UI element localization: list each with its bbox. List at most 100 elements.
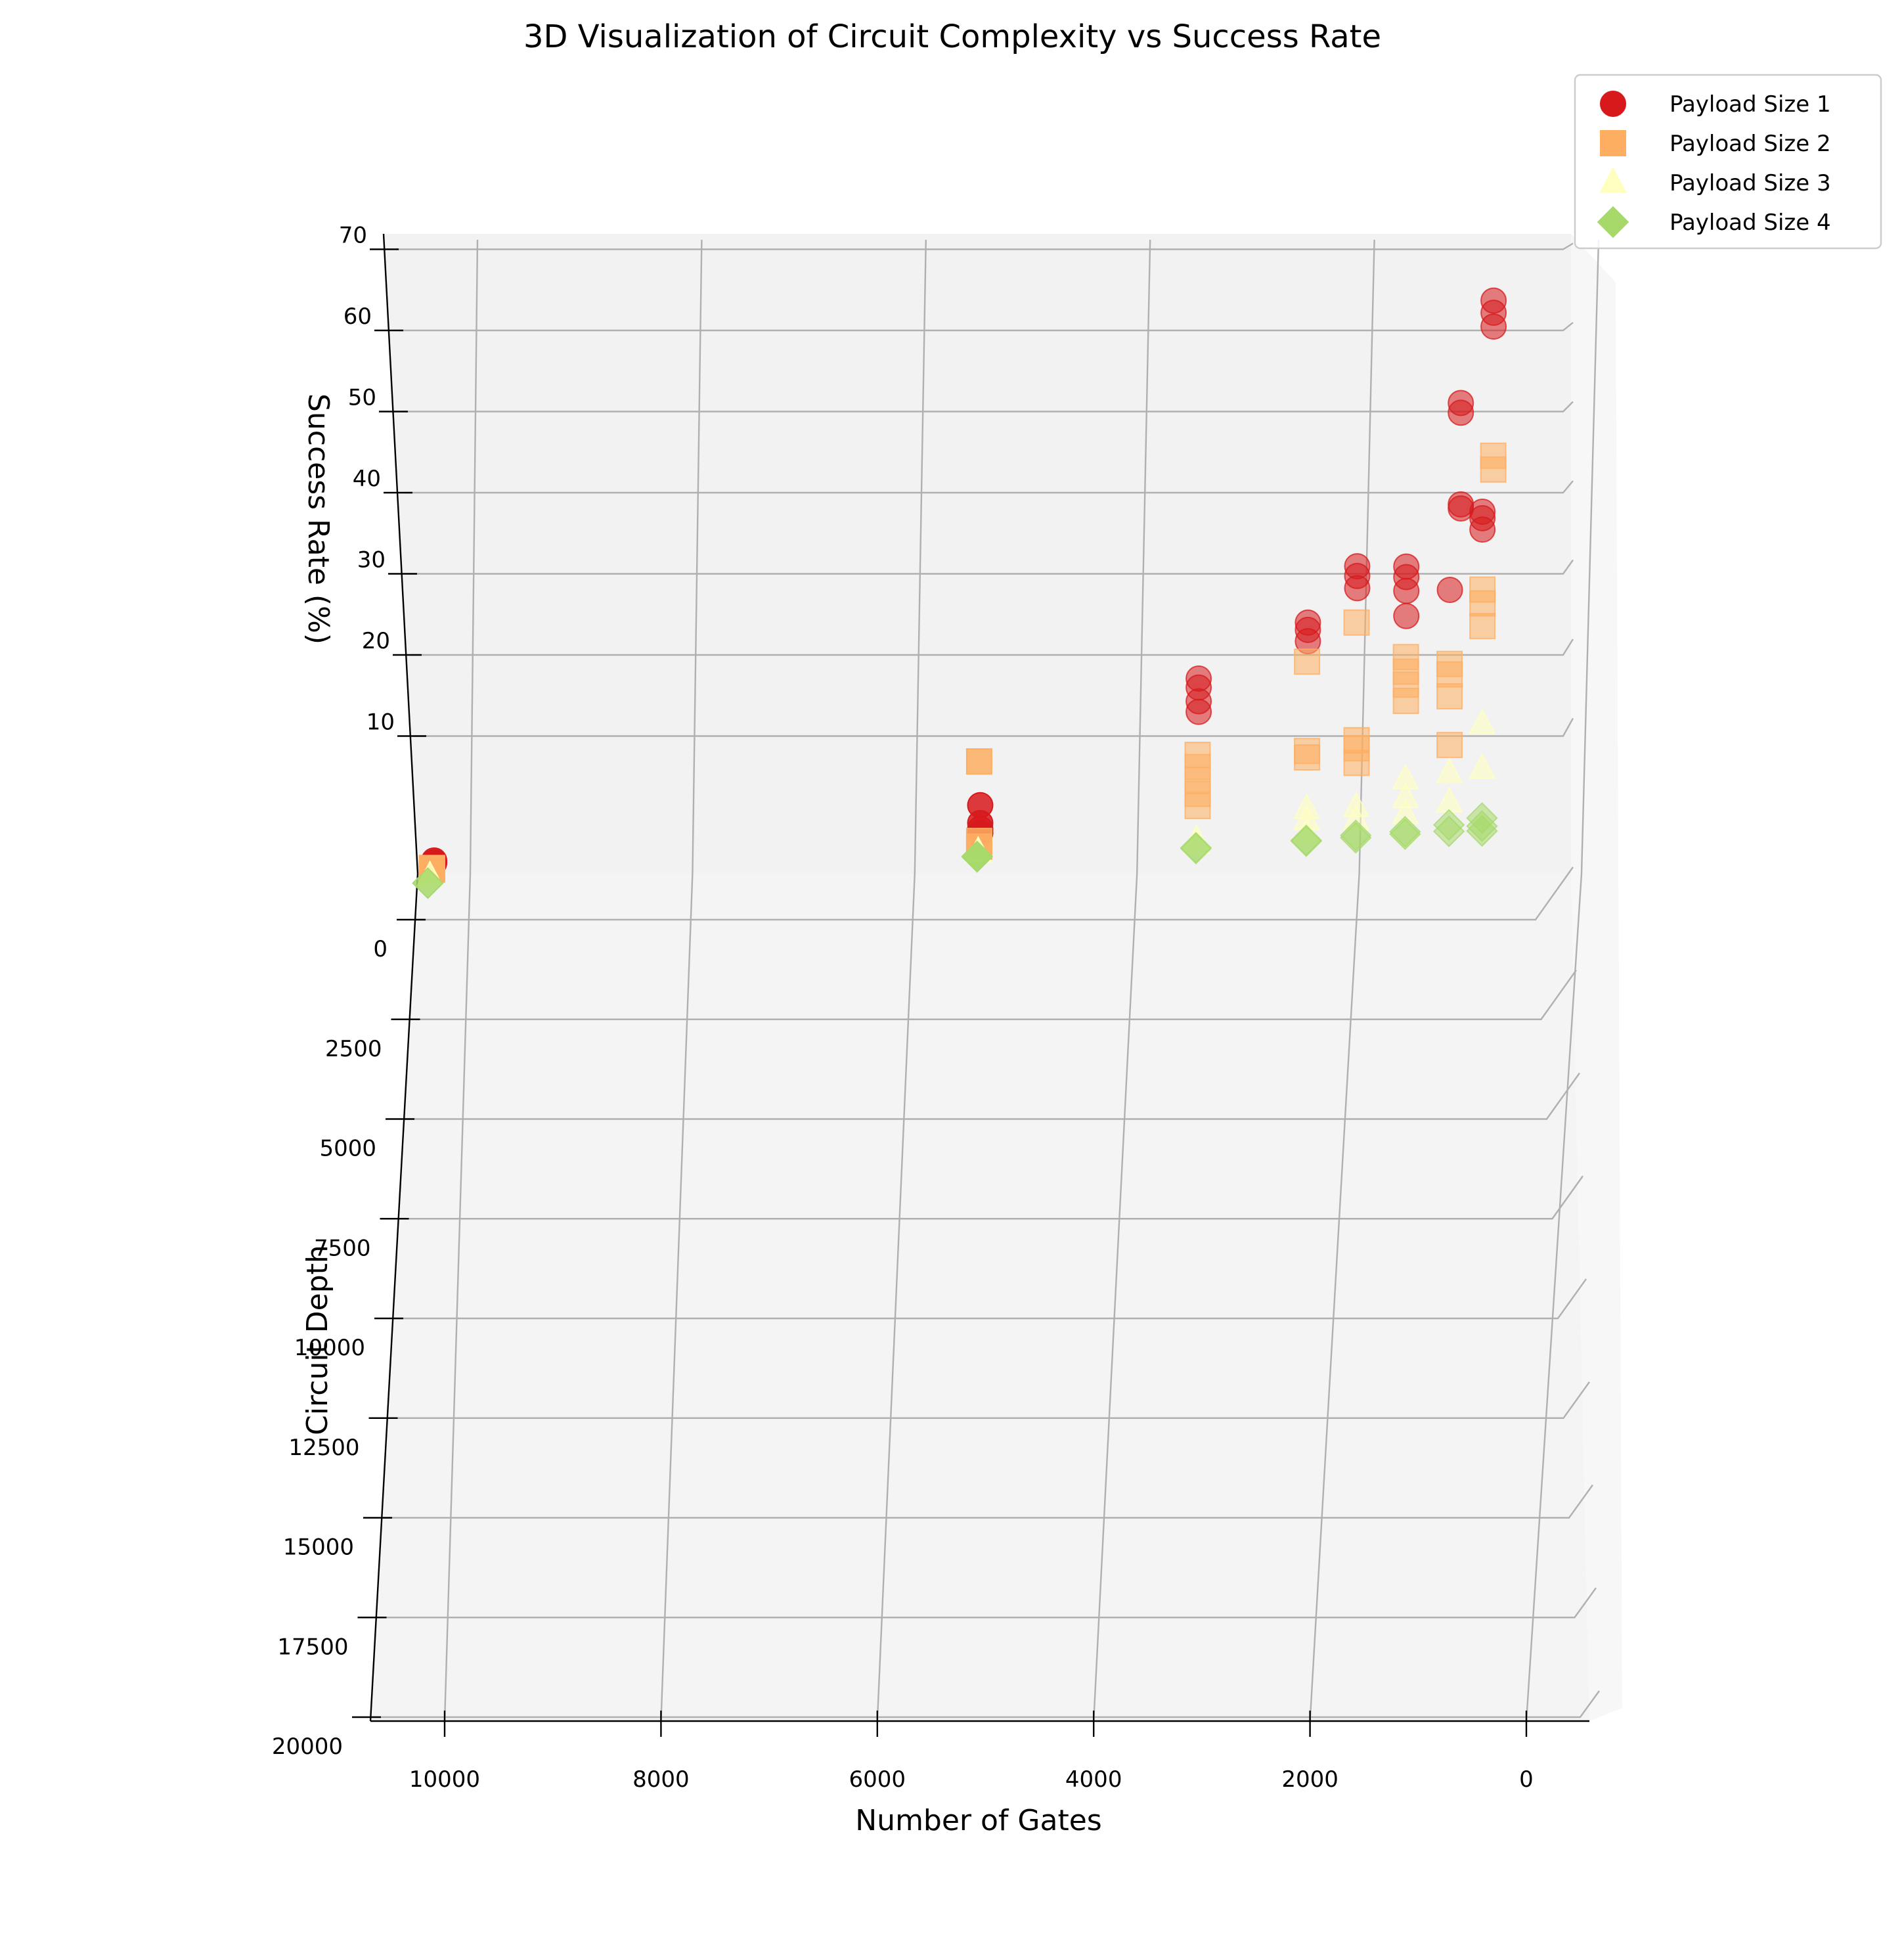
y-grid-line bbox=[393, 1278, 1587, 1320]
z-tick-label: 10 bbox=[366, 709, 395, 736]
y-grid-line bbox=[376, 1587, 1597, 1619]
data-point bbox=[1469, 708, 1496, 734]
z-axis-line bbox=[382, 233, 419, 874]
z-tick-label: 70 bbox=[339, 223, 367, 249]
data-point bbox=[1185, 698, 1212, 725]
data-point bbox=[1340, 822, 1372, 854]
data-point bbox=[1469, 613, 1496, 640]
x-grid-line-floor bbox=[876, 873, 916, 1722]
data-point bbox=[1180, 832, 1212, 864]
axis-lines bbox=[369, 233, 1589, 1722]
y-tick-label: 15000 bbox=[283, 1535, 354, 1561]
data-point bbox=[1393, 602, 1420, 629]
series-4 bbox=[412, 802, 1498, 899]
data-points bbox=[412, 287, 1507, 899]
data-point bbox=[1480, 313, 1507, 340]
y-tick-label: 17500 bbox=[277, 1634, 348, 1660]
x-grid-line-wall bbox=[469, 239, 479, 874]
data-point bbox=[1392, 687, 1419, 714]
legend-marker bbox=[1600, 91, 1626, 117]
data-point bbox=[1469, 516, 1496, 543]
z-axis-ticks: 10 20 30 40 50 60 70 bbox=[339, 223, 426, 737]
x-tick-label: 2000 bbox=[1281, 1766, 1339, 1793]
x-grid-line-wall bbox=[1580, 239, 1600, 874]
data-point bbox=[1436, 683, 1463, 710]
data-point bbox=[1469, 590, 1496, 617]
y-axis-label: Circuit Depth bbox=[301, 1245, 334, 1435]
y-grid-line bbox=[409, 970, 1577, 1020]
data-point bbox=[1436, 732, 1463, 759]
z-grid-line bbox=[405, 480, 1574, 494]
z-tick-label: 60 bbox=[343, 303, 372, 330]
x-grid-line-wall bbox=[692, 239, 703, 874]
y-grid-line bbox=[415, 866, 1574, 921]
legend-frame bbox=[1574, 74, 1882, 250]
data-point bbox=[1294, 744, 1321, 771]
data-point bbox=[1344, 575, 1371, 602]
z-grid-line bbox=[407, 559, 1574, 575]
data-point bbox=[412, 867, 444, 899]
x-axis-ticks: 10000 8000 6000 4000 2000 0 bbox=[409, 1711, 1534, 1793]
z-tick-label: 40 bbox=[353, 466, 381, 492]
y-tick-label: 12500 bbox=[288, 1435, 359, 1461]
data-point bbox=[1290, 825, 1323, 857]
x-tick-label: 4000 bbox=[1065, 1766, 1122, 1793]
grid-layer bbox=[370, 239, 1600, 1722]
axes-panes bbox=[370, 234, 1622, 1721]
x-tick-label: 8000 bbox=[632, 1766, 690, 1793]
x-grid-line-floor bbox=[1309, 873, 1360, 1722]
floor-pane bbox=[370, 874, 1589, 1721]
z-tick-label: 30 bbox=[357, 547, 386, 573]
z-axis-label: Success Rate (%) bbox=[301, 393, 335, 644]
data-point bbox=[1448, 399, 1474, 426]
legend-label: Payload Size 4 bbox=[1670, 210, 1831, 236]
y-axis-ticks: 0 2500 5000 7500 10000 12500 15000 17500 20000 bbox=[272, 918, 426, 1760]
x-grid-line-floor bbox=[1525, 873, 1583, 1722]
y-tick-label: 10000 bbox=[294, 1335, 365, 1361]
z-grid-line bbox=[413, 717, 1574, 737]
data-point bbox=[965, 748, 992, 775]
chart-title: 3D Visualization of Circuit Complexity v… bbox=[523, 18, 1381, 55]
legend-marker bbox=[1600, 130, 1626, 156]
y-tick-label: 5000 bbox=[319, 1136, 376, 1162]
data-point bbox=[1389, 818, 1421, 851]
legend-label: Payload Size 1 bbox=[1670, 91, 1831, 118]
data-point bbox=[961, 841, 993, 873]
data-point bbox=[1466, 815, 1498, 847]
y-grid-line bbox=[398, 1175, 1583, 1220]
y-tick-label: 20000 bbox=[272, 1734, 343, 1760]
y-grid-line bbox=[370, 1690, 1600, 1718]
data-point bbox=[1480, 456, 1507, 483]
y-grid-line bbox=[382, 1484, 1593, 1519]
data-point bbox=[1294, 648, 1321, 675]
x-tick-label: 0 bbox=[1519, 1766, 1534, 1793]
y-tick-label: 7500 bbox=[314, 1235, 371, 1261]
legend-label: Payload Size 2 bbox=[1670, 131, 1831, 157]
legend-items: Payload Size 1 Payload Size 2 Payload Size… bbox=[1597, 91, 1831, 238]
y-grid-line bbox=[387, 1381, 1590, 1419]
z-tick-label: 20 bbox=[362, 628, 390, 654]
x-tick-label: 6000 bbox=[849, 1766, 906, 1793]
x-axis-label: Number of Gates bbox=[855, 1804, 1101, 1837]
y-tick-label: 2500 bbox=[325, 1036, 382, 1062]
data-point bbox=[1432, 815, 1465, 847]
legend: Payload Size 1 Payload Size 2 Payload Size… bbox=[1574, 74, 1882, 250]
legend-marker bbox=[1597, 206, 1629, 238]
data-point bbox=[1343, 609, 1370, 636]
data-point bbox=[1343, 750, 1370, 776]
y-grid-line bbox=[404, 1072, 1580, 1120]
z-grid-line bbox=[410, 639, 1574, 656]
legend-marker bbox=[1599, 167, 1627, 193]
x-tick-label: 10000 bbox=[409, 1766, 480, 1793]
y-axis-line bbox=[369, 873, 419, 1722]
x-grid-line-floor bbox=[1093, 873, 1138, 1722]
x-grid-line-wall bbox=[1136, 239, 1151, 874]
data-point bbox=[1436, 577, 1463, 603]
z-grid-line bbox=[401, 401, 1574, 413]
data-point bbox=[1436, 661, 1463, 688]
back-pane bbox=[384, 234, 1571, 874]
data-point bbox=[1184, 792, 1211, 819]
x-grid-line-wall bbox=[914, 239, 927, 874]
legend-label: Payload Size 3 bbox=[1670, 170, 1831, 196]
